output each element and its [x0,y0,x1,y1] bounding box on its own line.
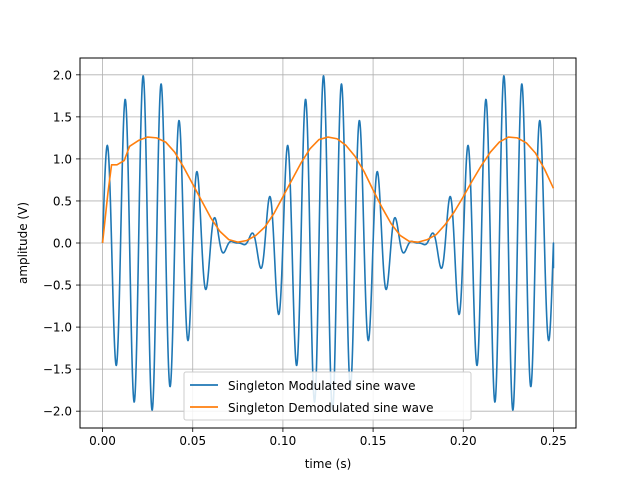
y-tick-label: 1.5 [53,110,72,124]
x-axis-label: time (s) [305,457,352,471]
x-tick-label: 0.25 [540,434,567,448]
y-tick-label: −1.5 [43,363,72,377]
y-tick-label: 0.0 [53,237,72,251]
y-axis-ticks: −2.0 −1.5 −1.0 −0.5 0.0 0.5 1.0 1.5 2.0 [43,68,80,419]
plot-area [101,75,555,411]
series-line-modulated [101,75,555,411]
y-tick-label: −2.0 [43,405,72,419]
x-tick-label: 0.05 [179,434,206,448]
x-tick-label: 0.15 [360,434,387,448]
y-tick-label: 0.5 [53,194,72,208]
series-line-demodulated [101,136,555,244]
x-axis-ticks: 0.00 0.05 0.10 0.15 0.20 0.25 [89,428,567,448]
x-tick-label: 0.10 [270,434,297,448]
legend-box [183,371,472,421]
legend: Singleton Modulated sine wave Singleton … [183,371,472,421]
legend-label-demodulated: Singleton Demodulated sine wave [228,401,433,415]
x-tick-label: 0.20 [450,434,477,448]
series-layer [101,75,555,411]
y-tick-label: −1.0 [43,321,72,335]
y-tick-label: 2.0 [53,68,72,82]
x-tick-label: 0.00 [89,434,116,448]
y-tick-label: 1.0 [53,152,72,166]
y-tick-label: −0.5 [43,279,72,293]
y-axis-label: amplitude (V) [16,202,30,284]
legend-label-modulated: Singleton Modulated sine wave [228,379,416,393]
